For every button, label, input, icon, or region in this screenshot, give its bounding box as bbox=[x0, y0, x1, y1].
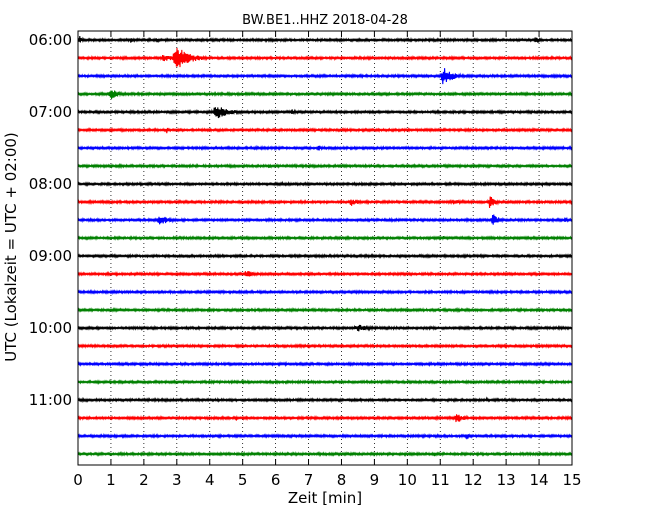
x-tick-label: 10 bbox=[398, 471, 417, 489]
x-tick-label: 13 bbox=[497, 471, 516, 489]
plot-frame bbox=[77, 30, 573, 466]
y-axis: 06:00 07:00 08:00 09:00 10:00 11:00 bbox=[29, 31, 572, 409]
y-tick-label: 11:00 bbox=[29, 391, 72, 409]
y-tick-label: 10:00 bbox=[29, 319, 72, 337]
x-tick-label: 9 bbox=[370, 471, 380, 489]
grid-lines bbox=[110, 31, 540, 465]
x-tick-label: 6 bbox=[271, 471, 281, 489]
y-tick-label: 09:00 bbox=[29, 247, 72, 265]
x-axis-label: Zeit [min] bbox=[288, 489, 362, 507]
x-tick-label: 3 bbox=[172, 471, 182, 489]
x-axis: 0 1 2 3 4 5 6 7 8 9 10 11 12 13 14 15 bbox=[73, 31, 582, 489]
y-tick-label: 07:00 bbox=[29, 103, 72, 121]
x-tick-label: 15 bbox=[562, 471, 581, 489]
x-tick-label: 2 bbox=[139, 471, 149, 489]
chart-title: BW.BE1..HHZ 2018-04-28 bbox=[242, 13, 408, 28]
x-tick-label: 11 bbox=[431, 471, 450, 489]
x-tick-label: 14 bbox=[530, 471, 549, 489]
x-tick-label: 1 bbox=[106, 471, 116, 489]
y-tick-label: 08:00 bbox=[29, 175, 72, 193]
seismic-traces bbox=[77, 36, 573, 458]
y-axis-label: UTC (Lokalzeit = UTC + 02:00) bbox=[2, 132, 20, 362]
x-tick-label: 4 bbox=[205, 471, 215, 489]
x-tick-label: 8 bbox=[337, 471, 347, 489]
x-tick-label: 5 bbox=[238, 471, 248, 489]
x-tick-label: 7 bbox=[304, 471, 314, 489]
x-tick-label: 12 bbox=[464, 471, 483, 489]
x-tick-label: 0 bbox=[73, 471, 83, 489]
y-tick-label: 06:00 bbox=[29, 31, 72, 49]
